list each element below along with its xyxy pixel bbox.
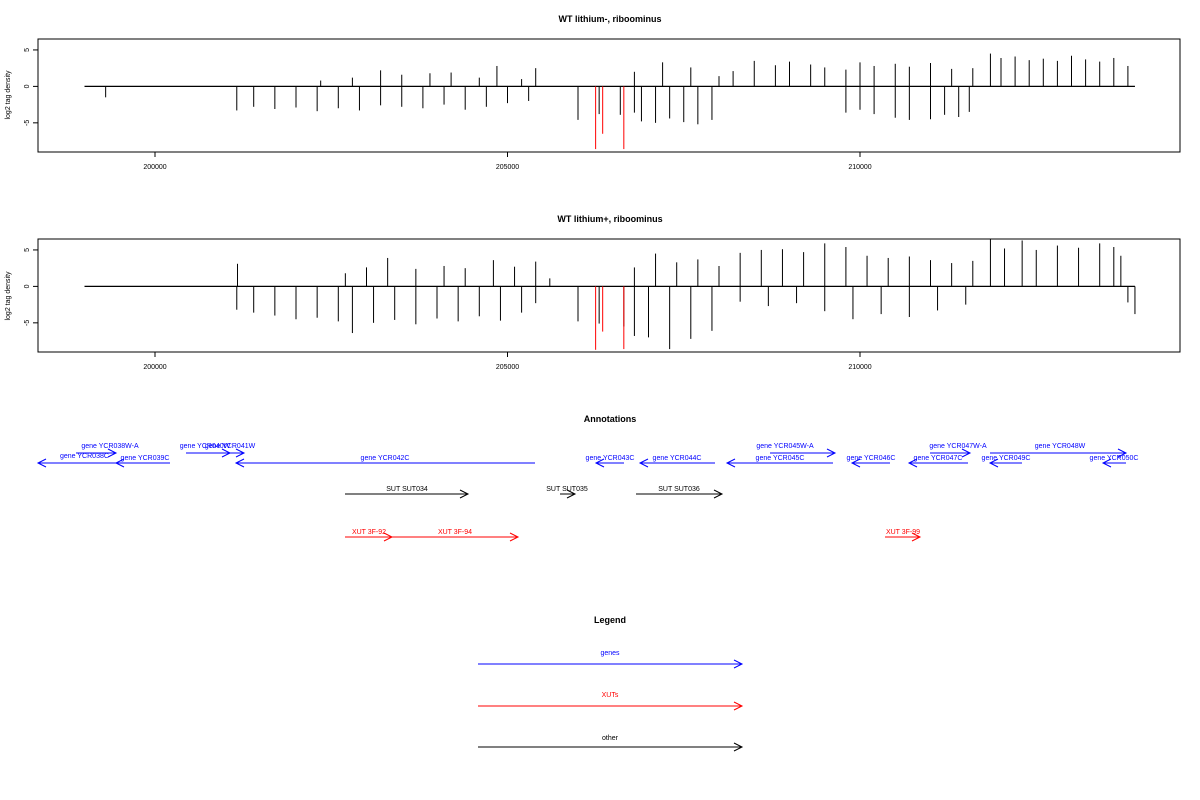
chart2-frame <box>37 238 1181 353</box>
annotation-sut-sut034 <box>345 489 470 499</box>
annotation-label: gene YCR047W-A <box>929 443 987 450</box>
legend-xuts-arrow <box>478 701 744 711</box>
annotation-gene-ycr047c <box>907 458 968 468</box>
annotation-sut-sut036 <box>636 489 724 499</box>
chart2-axes: 5 0 -5 200000 205000 210000 <box>24 248 872 371</box>
x-tick-label: 210000 <box>848 164 871 171</box>
annotation-gene-ycr039c <box>114 458 170 468</box>
annotation-label: gene YCR038W-A <box>81 443 139 450</box>
arrow-head-left <box>36 458 47 468</box>
arrow-head-left <box>907 458 918 468</box>
annotation-label: gene YCR038C <box>60 453 109 460</box>
annotation-gene-ycr042c <box>234 458 535 468</box>
y-tick-label: -5 <box>24 320 31 326</box>
annotation-gene-ycr045w-a <box>770 448 837 458</box>
legend-genes-label: genes <box>600 650 620 657</box>
annotation-label: gene YCR041W <box>205 443 256 450</box>
annotation-gene-ycr048w <box>990 448 1128 458</box>
annotation-label: gene YCR040W <box>180 443 231 450</box>
arrow-head-right <box>235 448 246 458</box>
arrow-head-right <box>713 489 724 499</box>
x-tick-label: 200000 <box>143 164 166 171</box>
arrow-head-right <box>961 448 972 458</box>
y-tick-label: 0 <box>24 84 31 88</box>
chart2-title: WT lithium+, riboominus <box>557 214 662 224</box>
annotation-label: SUT SUT034 <box>386 486 428 493</box>
annotation-label: SUT SUT036 <box>658 486 700 493</box>
annotation-label: gene YCR049C <box>982 455 1031 462</box>
y-tick-label: 0 <box>24 284 31 288</box>
arrow-head-left <box>234 458 245 468</box>
x-tick-label: 205000 <box>496 164 519 171</box>
arrow-head-right <box>459 489 470 499</box>
annotation-label: gene YCR047C <box>914 455 963 462</box>
annotation-label: gene YCR044C <box>653 455 702 462</box>
arrow-head-left <box>850 458 861 468</box>
annotation-label: gene YCR043C <box>586 455 635 462</box>
annotation-gene-ycr045c <box>725 458 833 468</box>
x-tick-label: 210000 <box>848 364 871 371</box>
legend-title: Legend <box>594 615 626 625</box>
legend-xuts-label: XUTs <box>602 692 619 699</box>
arrow-head-left <box>988 458 999 468</box>
arrow-head-right <box>566 489 577 499</box>
annotation-label: XUT 3F-92 <box>352 529 386 536</box>
legend-genes-arrow <box>478 659 744 669</box>
arrow-head-right <box>911 532 922 542</box>
arrow-head-right <box>1117 448 1128 458</box>
annotation-gene-ycr041w <box>205 448 246 458</box>
annotation-label: XUT 3F-99 <box>886 529 920 536</box>
annotation-label: gene YCR050C <box>1090 455 1139 462</box>
annotation-label: SUT SUT035 <box>546 486 588 493</box>
x-tick-label: 200000 <box>143 364 166 371</box>
chart1-ylabel: log2 tag density <box>5 70 12 120</box>
annotation-gene-ycr043c <box>594 458 624 468</box>
annotations-track: gene YCR038C gene YCR038W-A gene YCR039C ge… <box>36 443 1139 542</box>
annotation-gene-ycr049c <box>988 458 1022 468</box>
arrow-head-left <box>725 458 736 468</box>
y-tick-label: 5 <box>24 248 31 252</box>
annotation-gene-ycr046c <box>850 458 890 468</box>
annotation-label: gene YCR046C <box>847 455 896 462</box>
arrow-head-left <box>594 458 605 468</box>
y-tick-label: -5 <box>24 120 31 126</box>
annotations-title: Annotations <box>584 414 637 424</box>
annotation-label: gene YCR042C <box>361 455 410 462</box>
legend-other-label: other <box>602 735 619 742</box>
annotation-label: gene YCR039C <box>121 455 170 462</box>
annotation-xut-3f-94 <box>392 532 520 542</box>
annotation-gene-ycr047w-a <box>930 448 972 458</box>
arrow-head-right <box>509 532 520 542</box>
legend-other-arrow <box>478 742 744 752</box>
chart2-ylabel: log2 tag density <box>5 271 12 321</box>
annotation-gene-ycr038c <box>36 458 118 468</box>
chart1-axes: 5 0 -5 200000 205000 210000 <box>24 48 872 171</box>
chart1-frame <box>37 38 1181 153</box>
arrow-head-right <box>107 448 118 458</box>
annotation-gene-ycr050c <box>1101 458 1126 468</box>
annotation-gene-ycr044c <box>638 458 715 468</box>
annotation-sut-sut035 <box>560 489 577 499</box>
annotation-label: gene YCR048W <box>1035 443 1086 450</box>
arrow-head-right <box>826 448 837 458</box>
annotation-gene-ycr038w-a <box>76 448 118 458</box>
chart2-bars <box>84 239 1136 350</box>
arrow-head-left <box>1101 458 1112 468</box>
chart1-title: WT lithium-, riboominus <box>559 14 662 24</box>
arrow-head-left <box>638 458 649 468</box>
annotation-xut-3f-99 <box>885 532 922 542</box>
annotation-label: gene YCR045W-A <box>756 443 814 450</box>
y-tick-label: 5 <box>24 48 31 52</box>
chart1-bars <box>84 53 1135 150</box>
arrow-head-left <box>114 458 125 468</box>
annotation-label: XUT 3F-94 <box>438 529 472 536</box>
x-tick-label: 205000 <box>496 364 519 371</box>
annotation-label: gene YCR045C <box>756 455 805 462</box>
